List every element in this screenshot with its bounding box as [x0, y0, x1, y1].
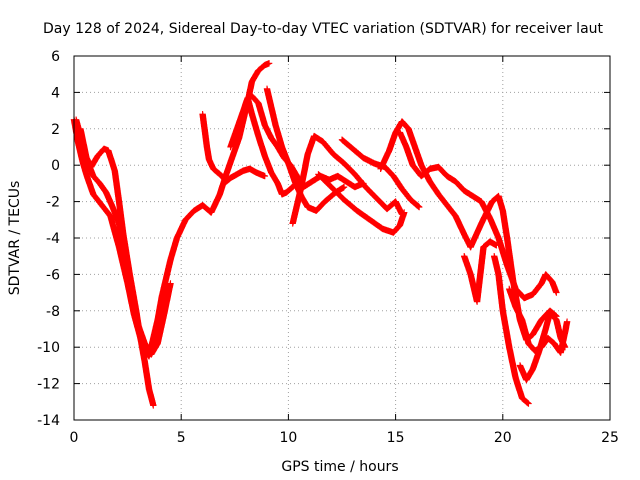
x-tick-label: 0 [70, 430, 79, 446]
grid-lines [74, 56, 610, 420]
y-tick-label: -4 [46, 231, 60, 247]
y-tick-label: -12 [37, 377, 60, 393]
y-axis-label: SDTVAR / TECUs [7, 181, 23, 296]
series-markers [77, 125, 174, 358]
series-markers [461, 238, 500, 305]
series-track-15 [491, 253, 532, 407]
plot-frame [73, 55, 611, 421]
series-markers [516, 309, 569, 384]
series-track-14 [461, 238, 500, 305]
series-track-7 [263, 85, 348, 214]
y-tick-label: -8 [46, 304, 60, 320]
series-track-12 [396, 129, 560, 302]
chart-title: Day 128 of 2024, Sidereal Day-to-day VTE… [43, 21, 604, 37]
series-track-9 [315, 171, 408, 236]
x-tick-label: 5 [177, 430, 186, 446]
series-markers [289, 132, 406, 227]
plot-area [70, 60, 571, 409]
series-track-10 [338, 136, 423, 211]
y-tick-labels: -14 -12 -10 -8 -6 -4 -2 0 2 4 6 [37, 49, 60, 429]
series-markers [491, 253, 532, 407]
y-tick-label: 4 [51, 85, 60, 101]
y-tick-label: -14 [37, 413, 60, 429]
series-track-17 [516, 309, 569, 384]
series-track-5 [227, 94, 303, 198]
series-markers [315, 171, 408, 236]
series-markers [227, 94, 303, 198]
series-track-4 [199, 111, 268, 185]
series-track-8 [289, 132, 406, 227]
x-tick-label: 20 [494, 430, 512, 446]
series-markers [199, 111, 268, 185]
x-tick-label: 15 [387, 430, 405, 446]
y-tick-label: 0 [51, 158, 60, 174]
y-tick-label: 6 [51, 49, 60, 65]
x-tick-label: 25 [601, 430, 619, 446]
series-markers [263, 85, 348, 214]
y-tick-label: -6 [46, 267, 60, 283]
x-axis-label: GPS time / hours [281, 459, 398, 475]
x-tick-labels: 0 5 10 15 20 25 [70, 430, 619, 446]
x-tick-label: 10 [279, 430, 297, 446]
y-tick-label: -10 [37, 340, 60, 356]
series-track-3 [77, 125, 174, 358]
series-markers [338, 136, 423, 211]
y-tick-label: 2 [51, 122, 60, 138]
series-markers [396, 129, 560, 302]
y-tick-label: -2 [46, 195, 60, 211]
